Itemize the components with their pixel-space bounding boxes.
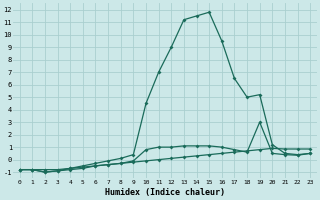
- X-axis label: Humidex (Indice chaleur): Humidex (Indice chaleur): [105, 188, 225, 197]
